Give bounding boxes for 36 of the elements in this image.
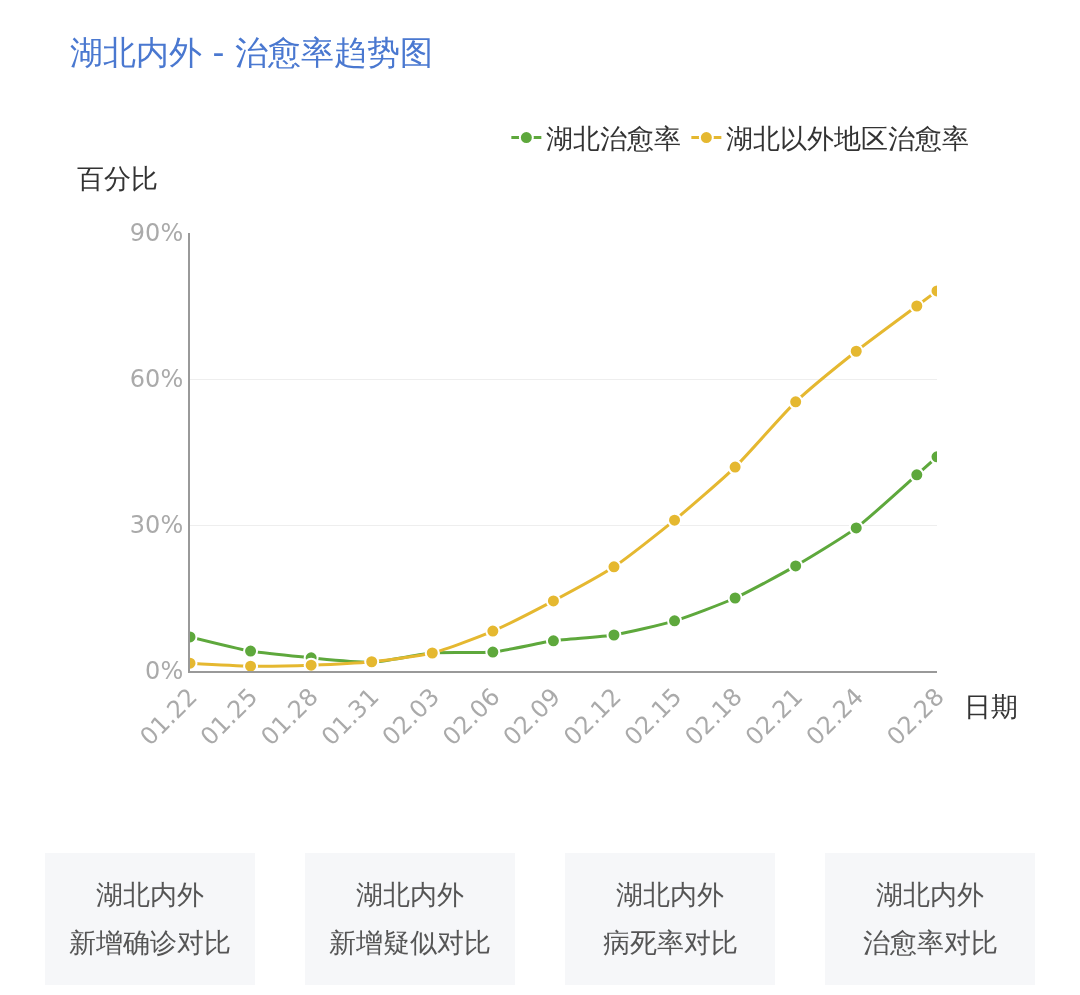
text: 湖北内外 bbox=[356, 879, 464, 910]
point bbox=[909, 298, 925, 314]
y-tick-label: 90% bbox=[129, 219, 184, 248]
point bbox=[727, 459, 743, 475]
text: 新增疑似对比 bbox=[329, 927, 491, 958]
point bbox=[485, 623, 501, 639]
y-tick-label: 60% bbox=[129, 365, 184, 394]
text: 湖北内外 bbox=[96, 879, 204, 910]
point bbox=[243, 658, 259, 671]
point bbox=[909, 467, 925, 483]
point bbox=[303, 657, 319, 671]
text: 新增确诊对比 bbox=[69, 927, 231, 958]
point bbox=[545, 633, 561, 649]
text: 病死率对比 bbox=[603, 927, 738, 958]
text: 治愈率对比 bbox=[863, 927, 998, 958]
point bbox=[485, 644, 501, 660]
point bbox=[788, 394, 804, 410]
y-axis-title: 百分比 bbox=[77, 163, 158, 194]
text: 湖北内外 bbox=[876, 879, 984, 910]
point bbox=[727, 590, 743, 606]
point bbox=[545, 593, 561, 609]
point bbox=[848, 343, 864, 359]
point bbox=[667, 613, 683, 629]
point bbox=[243, 643, 259, 659]
point bbox=[606, 559, 622, 575]
legend-label: 湖北以外地区治愈率 bbox=[726, 123, 970, 155]
legend-label: 湖北治愈率 bbox=[546, 123, 682, 155]
point bbox=[606, 627, 622, 643]
text: 湖北内外 bbox=[616, 879, 724, 910]
point bbox=[667, 512, 683, 528]
x-axis-title: 日期 bbox=[964, 691, 1018, 722]
point bbox=[788, 558, 804, 574]
point bbox=[848, 520, 864, 536]
y-tick-label: 30% bbox=[129, 511, 184, 540]
chart-title: 湖北内外 - 治愈率趋势图 bbox=[70, 32, 433, 72]
y-tick-label: 0% bbox=[145, 657, 184, 686]
